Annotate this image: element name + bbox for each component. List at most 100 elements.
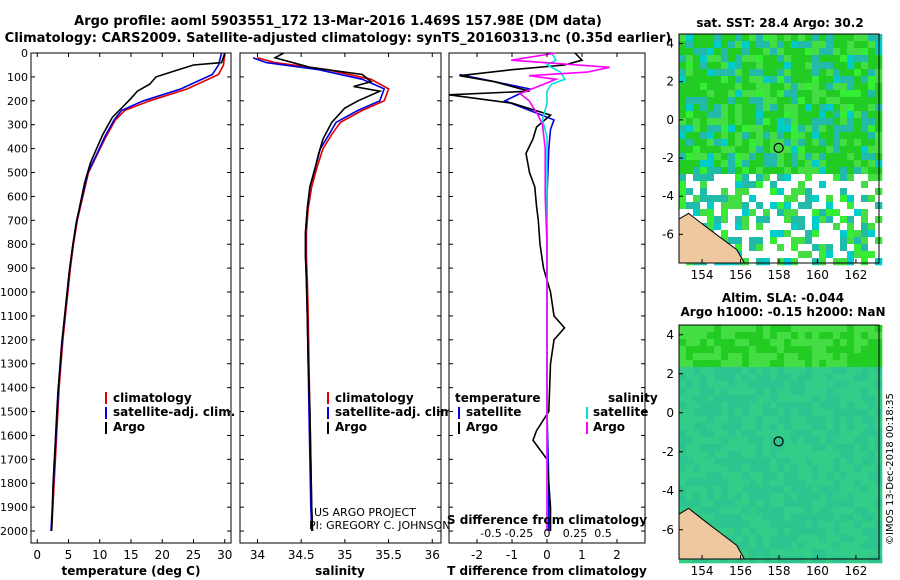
map-cell (861, 353, 869, 361)
map-cell (812, 167, 820, 175)
map-cell (742, 146, 750, 154)
map-cell (833, 486, 841, 494)
map-cell (784, 188, 792, 196)
map-cell (728, 521, 736, 529)
map-cell (714, 104, 722, 112)
y-tick-label: 1300 (0, 358, 28, 371)
map-cell (805, 132, 813, 140)
map-cell (749, 367, 757, 375)
map-cell (770, 451, 778, 459)
map-cell (791, 367, 799, 375)
map-cell (868, 514, 876, 522)
map-cell (791, 479, 799, 487)
map-cell (812, 549, 820, 557)
map-cell (805, 181, 813, 189)
x-tick-label: 30 (217, 548, 232, 562)
map-cell (798, 444, 806, 452)
map-cell (756, 472, 764, 480)
map-cell (749, 381, 757, 389)
map-cell (805, 514, 813, 522)
map-cell (693, 416, 701, 424)
map-cell (854, 374, 862, 382)
map-cell (798, 339, 806, 347)
map-cell (763, 41, 771, 49)
map-cell (791, 209, 799, 217)
map-cell (693, 381, 701, 389)
map-cell (854, 48, 862, 56)
map-cell (784, 353, 792, 361)
map-cell (826, 258, 834, 266)
map-cell (749, 55, 757, 63)
map-cell (868, 48, 876, 56)
temperature-panel: 0100200300400500600700800900100011001200… (0, 47, 235, 578)
map-x-tick-label: 158 (768, 564, 791, 578)
map-cell (826, 409, 834, 417)
map-cell (861, 381, 869, 389)
map-cell (721, 374, 729, 382)
map-cell (868, 202, 876, 210)
map-cell (791, 167, 799, 175)
map-cell (854, 486, 862, 494)
map-cell (756, 237, 764, 245)
map-cell (840, 381, 848, 389)
map-cell (714, 111, 722, 119)
map-cell (805, 216, 813, 224)
map-cell (777, 230, 785, 238)
map-cell (861, 258, 869, 266)
map-cell (700, 444, 708, 452)
map-cell (812, 451, 820, 459)
map-cell (798, 153, 806, 161)
map-cell (728, 430, 736, 438)
map-cell (868, 55, 876, 63)
map-cell (728, 62, 736, 70)
map-cell (784, 367, 792, 375)
map-cell (693, 500, 701, 508)
map-cell (847, 388, 855, 396)
map-cell (868, 416, 876, 424)
map-cell (861, 521, 869, 529)
map-cell (728, 479, 736, 487)
map-cell (833, 479, 841, 487)
map-cell (819, 325, 827, 333)
map-cell (812, 444, 820, 452)
map-cell (833, 146, 841, 154)
map-cell (707, 97, 715, 105)
map-cell (847, 360, 855, 368)
map-cell (756, 479, 764, 487)
map-cell (847, 339, 855, 347)
map-cell (777, 423, 785, 431)
map-cell (784, 472, 792, 480)
map-cell (868, 437, 876, 445)
map-cell (833, 325, 841, 333)
map-cell (679, 423, 687, 431)
map-cell (798, 465, 806, 473)
map-cell (819, 160, 827, 168)
map-cell (742, 458, 750, 466)
x-tick-label: 34 (250, 548, 265, 562)
map-cell (791, 437, 799, 445)
map-cell (784, 181, 792, 189)
map-cell (742, 444, 750, 452)
map-cell (847, 188, 855, 196)
y-tick-label: 1900 (0, 501, 28, 514)
map-cell (693, 55, 701, 63)
map-cell (868, 395, 876, 403)
map-cell (686, 97, 694, 105)
map-cell (721, 416, 729, 424)
map-cell (847, 514, 855, 522)
map-cell (777, 209, 785, 217)
y-tick-label: 300 (7, 119, 28, 132)
map-cell (742, 153, 750, 161)
map-cell (721, 332, 729, 340)
map-cell (868, 223, 876, 231)
map-cell (805, 437, 813, 445)
temperature-xlabel: temperature (deg C) (62, 564, 201, 578)
map-cell (714, 339, 722, 347)
map-cell (812, 244, 820, 252)
map-cell (861, 118, 869, 126)
map-cell (861, 367, 869, 375)
map-cell (763, 132, 771, 140)
map-cell (840, 188, 848, 196)
map-cell (798, 458, 806, 466)
map-cell (735, 416, 743, 424)
